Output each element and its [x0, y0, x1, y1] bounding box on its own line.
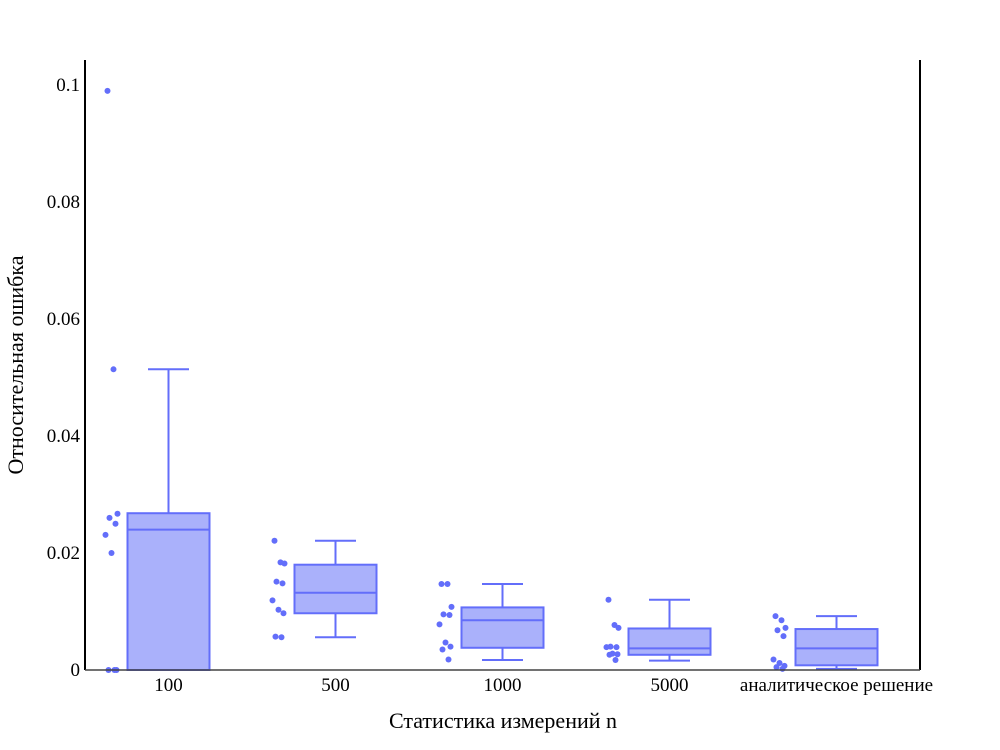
- data-point: [114, 510, 121, 517]
- data-point: [112, 520, 119, 527]
- y-tick-label: 0.1: [56, 75, 80, 96]
- x-tick-label: 5000: [651, 675, 689, 696]
- data-point: [436, 621, 443, 628]
- data-point: [447, 643, 454, 650]
- data-point: [281, 560, 288, 567]
- y-tick-label: 0.02: [47, 543, 80, 564]
- data-point: [102, 531, 109, 538]
- data-point: [442, 639, 449, 646]
- data-point: [606, 651, 613, 658]
- data-point: [773, 664, 780, 671]
- data-point: [108, 550, 115, 556]
- data-point: [104, 87, 111, 94]
- data-point: [779, 665, 786, 672]
- y-tick-label: 0.04: [47, 426, 81, 447]
- plot-area: [102, 87, 879, 673]
- data-point: [275, 606, 282, 613]
- data-point: [603, 644, 610, 651]
- box-group-2: [436, 581, 545, 663]
- data-point: [772, 613, 779, 620]
- data-point: [448, 603, 455, 610]
- data-point: [271, 537, 278, 544]
- data-point: [444, 581, 451, 588]
- box-group-0: [102, 87, 211, 673]
- iqr-box: [460, 606, 545, 649]
- x-tick-label: 500: [321, 675, 350, 696]
- x-axis-title: Статистика измерений n: [389, 708, 617, 733]
- y-axis-title: Относительная ошибка: [3, 255, 28, 474]
- iqr-box: [126, 512, 211, 671]
- data-point: [110, 366, 117, 373]
- data-point: [445, 656, 452, 663]
- data-point: [280, 610, 287, 617]
- data-point: [106, 514, 113, 521]
- data-point: [439, 646, 446, 653]
- iqr-box: [627, 627, 712, 656]
- data-point: [614, 651, 621, 658]
- x-tick-label: 1000: [484, 675, 522, 696]
- data-point: [278, 634, 285, 641]
- x-axis: 100 500 1000 5000 аналитическое решение: [85, 669, 933, 696]
- box-group-4: [770, 613, 879, 672]
- data-point: [613, 644, 620, 651]
- box-group-3: [603, 596, 712, 664]
- iqr-box: [794, 628, 879, 667]
- data-point: [269, 597, 276, 604]
- x-tick-label: аналитическое решение: [740, 675, 933, 696]
- data-point: [279, 580, 286, 587]
- y-tick-label: 0: [71, 660, 81, 681]
- data-point: [782, 624, 789, 631]
- data-point: [612, 657, 619, 664]
- y-tick-label: 0.08: [47, 192, 80, 213]
- box-group-1: [269, 537, 378, 641]
- data-point: [273, 578, 280, 585]
- data-point: [605, 596, 612, 603]
- data-point: [272, 633, 279, 640]
- data-point: [774, 627, 781, 634]
- y-tick-label: 0.06: [47, 309, 80, 330]
- data-point: [440, 611, 447, 618]
- iqr-box: [293, 563, 378, 615]
- data-point: [778, 617, 785, 624]
- data-point: [770, 656, 777, 663]
- x-tick-label: 100: [154, 675, 183, 696]
- data-point: [438, 581, 445, 588]
- y-axis: 0 0.02 0.04 0.06 0.08 0.1: [47, 60, 921, 681]
- data-point: [780, 633, 787, 640]
- data-point: [615, 624, 622, 631]
- data-point: [446, 612, 453, 619]
